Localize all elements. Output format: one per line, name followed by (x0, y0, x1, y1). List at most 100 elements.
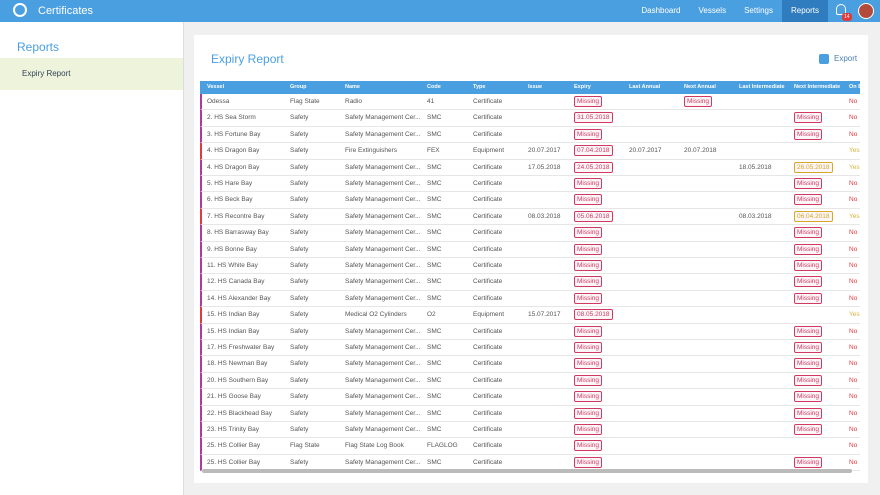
cell: Missing (574, 225, 626, 241)
cell: Safety Management Cer... (345, 278, 421, 286)
column-header[interactable]: Issue (528, 84, 543, 90)
cell: Safety Management Cer... (345, 409, 421, 417)
cell: Missing (794, 258, 846, 274)
cell: Safety (290, 147, 309, 155)
cell: SMC (427, 114, 442, 122)
scrollbar[interactable] (202, 469, 852, 473)
export-icon[interactable] (819, 54, 829, 64)
cell: 22. HS Blackhead Bay (207, 409, 273, 417)
table-row[interactable]: 18. HS Newman Bay Safety Safety Management… (200, 356, 860, 373)
column-header[interactable]: Last Annual (629, 84, 661, 90)
status-badge: Missing (574, 342, 603, 353)
cell: No (849, 176, 860, 192)
cell: Medical O2 Cylinders (345, 311, 407, 319)
table-row[interactable]: 12. HS Canada Bay Safety Safety Management… (200, 274, 860, 291)
status-badge: Missing (794, 276, 823, 288)
nav-item[interactable]: Reports (781, 0, 828, 22)
cell: No (849, 127, 860, 143)
cell: 26.05.2018 (794, 160, 846, 176)
cell: Certificate (473, 409, 503, 417)
column-header[interactable]: Next Intermediate (794, 84, 841, 90)
table-row[interactable]: 9. HS Bonne Bay Safety Safety Management C… (200, 241, 860, 258)
column-header[interactable]: Name (345, 84, 360, 90)
nav-item[interactable]: Settings (744, 6, 773, 15)
status-text: No (849, 360, 858, 368)
notification-count: 14 (842, 13, 852, 21)
column-header[interactable]: Expiry (574, 84, 591, 90)
cell: 17. HS Freshwater Bay (207, 344, 275, 351)
cell: Missing (574, 242, 626, 258)
cell: Flag State (290, 98, 320, 105)
cell: Flag State (290, 442, 320, 450)
table-row[interactable]: 15. HS Indian Bay Safety Safety Management… (200, 323, 860, 340)
cell: Safety (290, 360, 309, 368)
cell: Safety (290, 344, 309, 351)
status-text: No (849, 294, 858, 302)
column-header[interactable]: Vessel (207, 84, 225, 90)
cell: Missing (574, 324, 626, 340)
cell: No (849, 110, 860, 126)
nav-item[interactable]: Vessels (698, 6, 727, 15)
cell: Safety (290, 229, 309, 237)
cell: Safety Management Cer... (345, 114, 421, 122)
table-row[interactable]: 20. HS Southern Bay Safety Safety Manageme… (200, 372, 860, 390)
cell: Certificate (473, 327, 503, 335)
cell: Missing (794, 242, 846, 258)
cell: Safety (290, 409, 309, 417)
cell: Missing (794, 176, 846, 192)
table-row[interactable]: 2. HS Sea Storm Safety Safety Management C… (200, 110, 860, 127)
table-row[interactable]: 25. HS Collier Bay Flag State Flag State L… (200, 438, 860, 455)
column-header[interactable]: Code (427, 84, 441, 90)
table-row[interactable]: 5. HS Hare Bay Safety Safety Management Ce… (200, 176, 860, 193)
cell: 25. HS Collier Bay (207, 458, 261, 466)
column-header[interactable]: Type (473, 84, 486, 90)
status-badge: Missing (574, 128, 603, 140)
table-row[interactable]: Odessa Flag State Radio 41 Certificate Missin… (200, 94, 860, 111)
table-row[interactable]: 14. HS Alexander Bay Safety Safety Managem… (200, 290, 860, 308)
table-row[interactable]: 21. HS Goose Bay Safety Safety Management … (200, 389, 860, 406)
cell: Missing (574, 422, 626, 438)
cell: 6. HS Beck Bay (207, 196, 253, 204)
column-header[interactable]: Next Annual (684, 84, 716, 90)
status-text: No (849, 180, 858, 187)
notifications[interactable] (836, 4, 846, 15)
column-header[interactable]: Group (290, 84, 307, 90)
logo (13, 3, 27, 17)
cell: Certificate (473, 426, 503, 433)
table-row[interactable]: 15. HS Indian Bay Safety Medical O2 Cylind… (200, 307, 860, 324)
table-row[interactable]: 4. HS Dragon Bay Safety Fire Extinguishers… (200, 143, 860, 160)
cell: Safety Management Cer... (345, 180, 421, 187)
cell: Missing (794, 274, 846, 290)
column-header[interactable]: On Board (849, 84, 860, 90)
cell: No (849, 258, 860, 274)
nav-item[interactable]: Dashboard (641, 6, 681, 15)
cell: Certificate (473, 212, 503, 220)
cell: 5. HS Hare Bay (207, 180, 253, 187)
cell: 20.07.2017 (528, 147, 561, 155)
nav: Dashboard Vessels Settings Reports (632, 0, 828, 22)
cell: Certificate (473, 196, 503, 204)
cell: SMC (427, 344, 442, 351)
cell: Safety (290, 426, 309, 433)
avatar[interactable] (858, 3, 874, 19)
cell: SMC (427, 180, 442, 187)
table-row[interactable]: 23. HS Trinity Bay Safety Safety Managemen… (200, 422, 860, 439)
status-text: No (849, 98, 858, 105)
column-header[interactable]: Last Intermediate (739, 84, 785, 90)
cell: SMC (427, 245, 442, 253)
table-row[interactable]: 6. HS Beck Bay Safety Safety Management Ce… (200, 192, 860, 209)
cell: Certificate (473, 180, 503, 187)
table-row[interactable]: 4. HS Dragon Bay Safety Safety Management … (200, 159, 860, 176)
table-row[interactable]: 8. HS Barrasway Bay Safety Safety Manageme… (200, 225, 860, 242)
export-button[interactable]: Export (834, 54, 858, 63)
sidebar-item[interactable]: Expiry Report (0, 58, 183, 90)
cell: 18.05.2018 (739, 163, 772, 171)
table-row[interactable]: 7. HS Recontre Bay Safety Safety Managemen… (200, 208, 860, 226)
table-row[interactable]: 17. HS Freshwater Bay Safety Safety Manage… (200, 340, 860, 357)
status-text: No (849, 278, 858, 286)
table-row[interactable]: 22. HS Blackhead Bay Safety Safety Managem… (200, 405, 860, 422)
table-row[interactable]: 3. HS Fortune Bay Safety Safety Management… (200, 126, 860, 144)
status-badge: Missing (684, 96, 713, 107)
status-badge: Missing (794, 227, 823, 239)
table-row[interactable]: 11. HS White Bay Safety Safety Management … (200, 258, 860, 275)
